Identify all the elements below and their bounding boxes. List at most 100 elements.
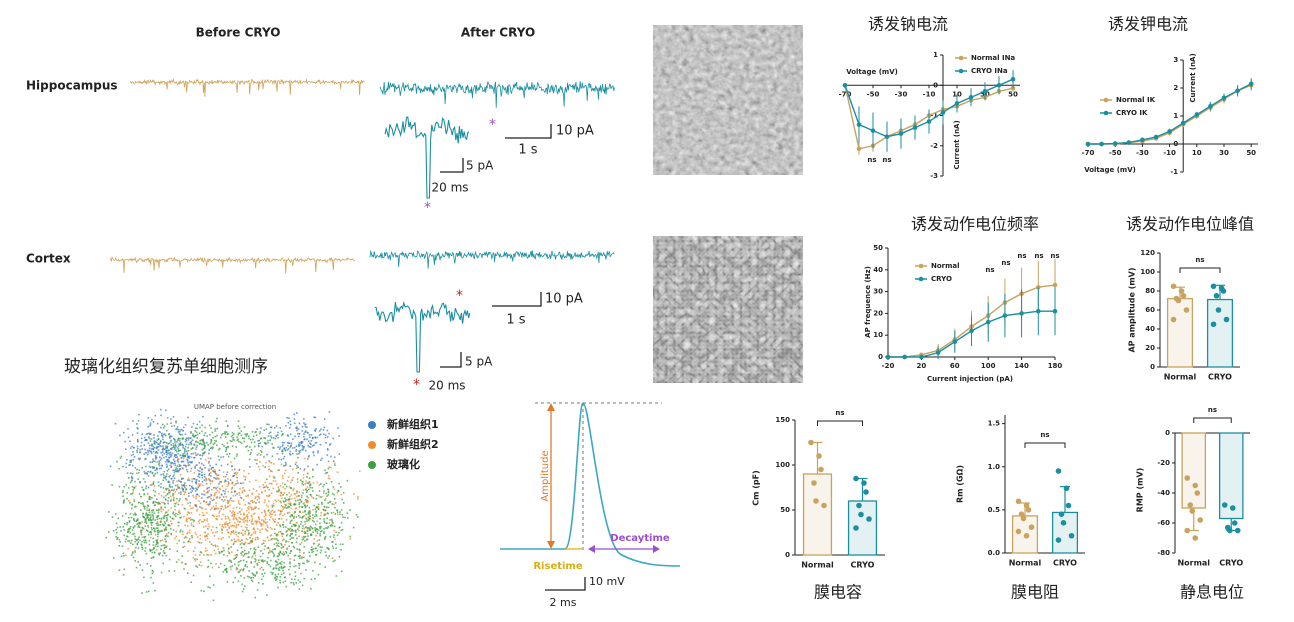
umap-dot (220, 538, 222, 540)
umap-dot (252, 573, 255, 575)
umap-dot (142, 505, 145, 507)
umap-dot (291, 452, 294, 455)
umap-dot (303, 530, 306, 533)
umap-dot (281, 452, 284, 455)
umap-dot (212, 446, 214, 448)
umap-dot (284, 464, 287, 467)
umap-dot (216, 474, 218, 477)
umap-dot (262, 523, 264, 526)
umap-dot (156, 542, 159, 545)
umap-dot (118, 467, 120, 470)
umap-dot (306, 529, 308, 532)
umap-dot (289, 487, 292, 489)
umap-dot (170, 435, 173, 438)
umap-dot (187, 456, 190, 458)
umap-dot (164, 515, 167, 517)
umap-dot (177, 428, 180, 431)
umap-dot (127, 428, 129, 430)
umap-dot (244, 565, 246, 567)
x-tick-label: 100 (981, 362, 996, 370)
umap-dot (265, 522, 267, 525)
umap-dot (329, 444, 331, 446)
umap-dot (312, 531, 314, 533)
umap-dot (299, 516, 301, 519)
umap-dot (166, 429, 168, 432)
umap-dot (283, 513, 286, 515)
umap-dot (225, 569, 227, 571)
umap-dot (254, 532, 257, 534)
umap-dot (264, 528, 267, 530)
umap-dot (175, 512, 177, 515)
umap-dot (277, 539, 279, 542)
umap-dot (282, 546, 285, 548)
umap-dot (306, 438, 308, 441)
umap-dot (176, 441, 178, 443)
umap-dot (131, 529, 134, 531)
umap-dot (272, 480, 275, 482)
umap-dot (140, 495, 142, 498)
umap-dot (239, 532, 241, 534)
umap-dot (246, 552, 248, 555)
umap-dot (260, 427, 262, 429)
umap-dot (133, 520, 136, 522)
umap-dot (184, 445, 187, 448)
umap-dot (169, 524, 171, 527)
umap-dot (127, 529, 129, 531)
umap-dot (225, 450, 227, 452)
umap-dot (281, 535, 283, 537)
umap-dot (273, 447, 275, 449)
umap-dot (151, 569, 154, 572)
umap-dot (146, 513, 148, 516)
umap-dot (213, 507, 216, 510)
data-point (863, 489, 869, 495)
umap-dot (254, 539, 257, 541)
umap-dot (195, 493, 198, 496)
scale-label: 20 ms (431, 181, 468, 195)
umap-dot (108, 511, 110, 513)
umap-dot (163, 552, 166, 554)
umap-dot (275, 435, 277, 437)
chart-title: 膜电容 (814, 583, 862, 602)
umap-dot (262, 569, 265, 571)
umap-dot (173, 499, 175, 502)
umap-dot (304, 504, 306, 507)
umap-dot (199, 439, 201, 442)
y-tick-label: 40 (1145, 325, 1155, 333)
umap-dot (203, 494, 206, 496)
umap-dot (236, 554, 238, 556)
legend-swatch (958, 55, 964, 61)
umap-dot (147, 417, 150, 419)
data-point (856, 502, 862, 509)
umap-dot (136, 519, 139, 522)
umap-dot (267, 526, 269, 528)
umap-dot (190, 453, 193, 455)
data-point (1020, 515, 1027, 522)
umap-dot (145, 514, 147, 516)
legend-swatch (958, 68, 964, 74)
umap-dot (233, 525, 236, 527)
umap-dot (323, 426, 326, 429)
umap-dot (204, 539, 207, 541)
umap-dot (312, 451, 315, 454)
umap-dot (195, 533, 198, 536)
umap-dot (156, 527, 159, 529)
umap-dot (158, 508, 160, 511)
umap-dot (162, 523, 164, 526)
data-point (1189, 508, 1196, 514)
umap-dot (326, 517, 328, 520)
umap-dot (243, 440, 245, 443)
umap-dot (261, 528, 263, 530)
umap-dot (302, 511, 304, 513)
umap-dot (126, 523, 128, 526)
umap-dot (253, 548, 255, 550)
umap-dot (244, 530, 246, 533)
umap-dot (270, 571, 272, 574)
umap-dot (314, 577, 316, 580)
umap-dot (190, 491, 192, 494)
umap-dot (333, 460, 335, 463)
bar (1181, 432, 1207, 509)
umap-dot (237, 520, 239, 523)
umap-dot (125, 512, 127, 515)
umap-dot (254, 512, 256, 515)
umap-dot (282, 581, 284, 584)
